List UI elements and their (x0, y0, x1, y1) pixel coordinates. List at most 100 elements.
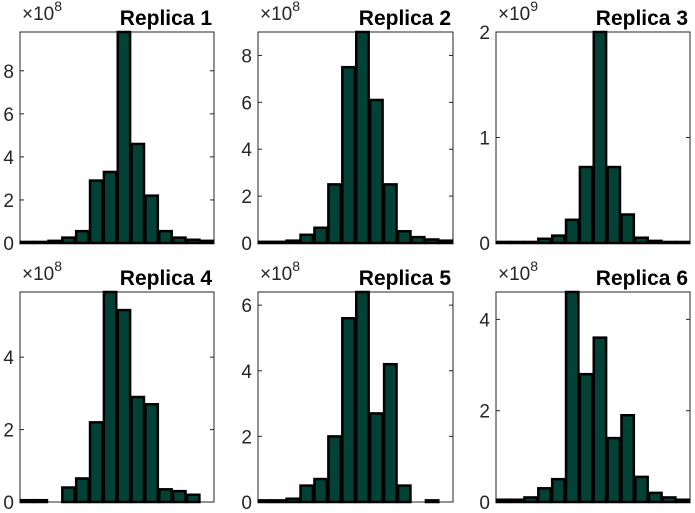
histogram-bar (88, 179, 104, 245)
histogram-bar (355, 290, 370, 504)
histogram-bar (144, 194, 160, 245)
y-tick-label: 6 (241, 296, 252, 317)
histogram-bar (33, 498, 49, 504)
histogram-bar (355, 30, 370, 245)
y-tick-label: 0 (241, 493, 252, 513)
histogram-bar (523, 240, 539, 245)
histogram-bar (438, 239, 454, 245)
histogram-bar (271, 499, 287, 504)
histogram-bar (74, 229, 90, 245)
chart-panel-4: 0 2 4 ×108 Replica 4 (3, 258, 215, 513)
histogram-bar (313, 226, 329, 245)
histogram-bar (382, 183, 398, 245)
histogram-bar (327, 183, 343, 245)
histogram-bar (88, 421, 104, 504)
histogram-bar (257, 499, 273, 504)
histogram-bar (341, 317, 357, 504)
histogram-bar (410, 235, 426, 245)
y-tick-label: 6 (241, 93, 252, 114)
exponent-label: ×108 (22, 0, 62, 25)
chart-title: Replica 1 (120, 7, 213, 30)
y-tick-label: 0 (241, 234, 252, 255)
y-tick-label: 0 (479, 493, 490, 513)
histogram-bar (33, 240, 49, 245)
histogram-bar (61, 236, 76, 245)
chart-panel-5: 0 2 4 6 ×108 Replica 5 (241, 258, 454, 513)
histogram-bar (257, 240, 273, 245)
exponent-label: ×109 (498, 0, 538, 25)
chart-panel-3: 0 1 2 ×109 Replica 3 (479, 0, 691, 255)
y-tick-label: 0 (3, 493, 14, 513)
histogram-bar (523, 496, 539, 504)
chart-panel-2: 0 2 4 6 8 ×108 Replica 2 (241, 0, 454, 255)
y-tick-label: 4 (241, 140, 252, 161)
chart-title: Replica 4 (120, 267, 213, 290)
chart-title: Replica 2 (359, 7, 451, 30)
histogram-bar (424, 238, 440, 245)
histogram-bar (299, 484, 315, 504)
histogram-bar (382, 362, 398, 504)
histogram-bar (495, 498, 511, 504)
histogram-bar (495, 240, 511, 245)
histogram-bar (185, 238, 201, 245)
histogram-bar (578, 372, 594, 504)
y-tick-label: 4 (3, 148, 14, 169)
histogram-bar (368, 98, 384, 245)
exponent-label: ×108 (260, 0, 300, 25)
chart-panel-6: 0 2 4 ×108 Replica 6 (479, 258, 691, 513)
y-tick-label: 4 (479, 310, 490, 331)
histogram-bar (102, 170, 118, 245)
histogram-bar (647, 491, 663, 504)
histogram-bar (620, 213, 636, 245)
histogram-bar (368, 412, 384, 504)
histogram-bar (592, 336, 608, 504)
histogram-bar (299, 233, 315, 245)
chart-title: Replica 3 (596, 7, 688, 30)
exponent-label: ×108 (498, 258, 538, 285)
histogram-bar (396, 230, 412, 245)
histogram-bar (620, 414, 636, 504)
histogram-bar (158, 488, 173, 504)
y-tick-label: 0 (479, 234, 490, 255)
histogram-bar (116, 30, 132, 245)
histogram-bar (144, 402, 160, 504)
histogram-bar (396, 484, 412, 504)
histogram-bar (185, 493, 201, 504)
histogram-bar (130, 395, 146, 504)
histogram-bar (634, 475, 649, 504)
histogram-bar (313, 477, 329, 504)
y-tick-label: 2 (241, 427, 252, 448)
chart-panel-1: 0 2 4 6 8 ×108 Replica 1 (3, 0, 215, 255)
histogram-bar (47, 239, 63, 245)
histogram-bar (606, 165, 622, 245)
histogram-bar (661, 496, 677, 504)
y-tick-label: 6 (3, 105, 14, 126)
histogram-bar (661, 240, 677, 245)
y-tick-label: 4 (241, 362, 252, 383)
y-tick-label: 8 (241, 46, 252, 67)
histogram-bar (61, 486, 76, 504)
histogram-bar (130, 142, 146, 245)
chart-title: Replica 6 (596, 267, 688, 290)
y-tick-label: 1 (479, 129, 490, 150)
histogram-bar (158, 229, 173, 245)
histogram-bar (102, 290, 118, 504)
histogram-bar (675, 240, 691, 245)
histogram-bar (285, 239, 301, 245)
histogram-bar (327, 435, 343, 504)
y-tick-label: 2 (479, 402, 490, 423)
histogram-bar (285, 497, 301, 504)
histogram-bar (606, 436, 622, 504)
histogram-bar (675, 498, 691, 504)
y-tick-label: 8 (3, 62, 14, 83)
histogram-bar (199, 239, 215, 245)
histogram-bar (271, 240, 287, 245)
histogram-bar (74, 477, 90, 504)
histogram-bar (550, 477, 566, 504)
histogram-bar (19, 498, 35, 504)
histogram-bar (537, 487, 552, 504)
histogram-bar (171, 236, 187, 245)
y-tick-label: 0 (3, 234, 14, 255)
histogram-bar (550, 234, 566, 245)
